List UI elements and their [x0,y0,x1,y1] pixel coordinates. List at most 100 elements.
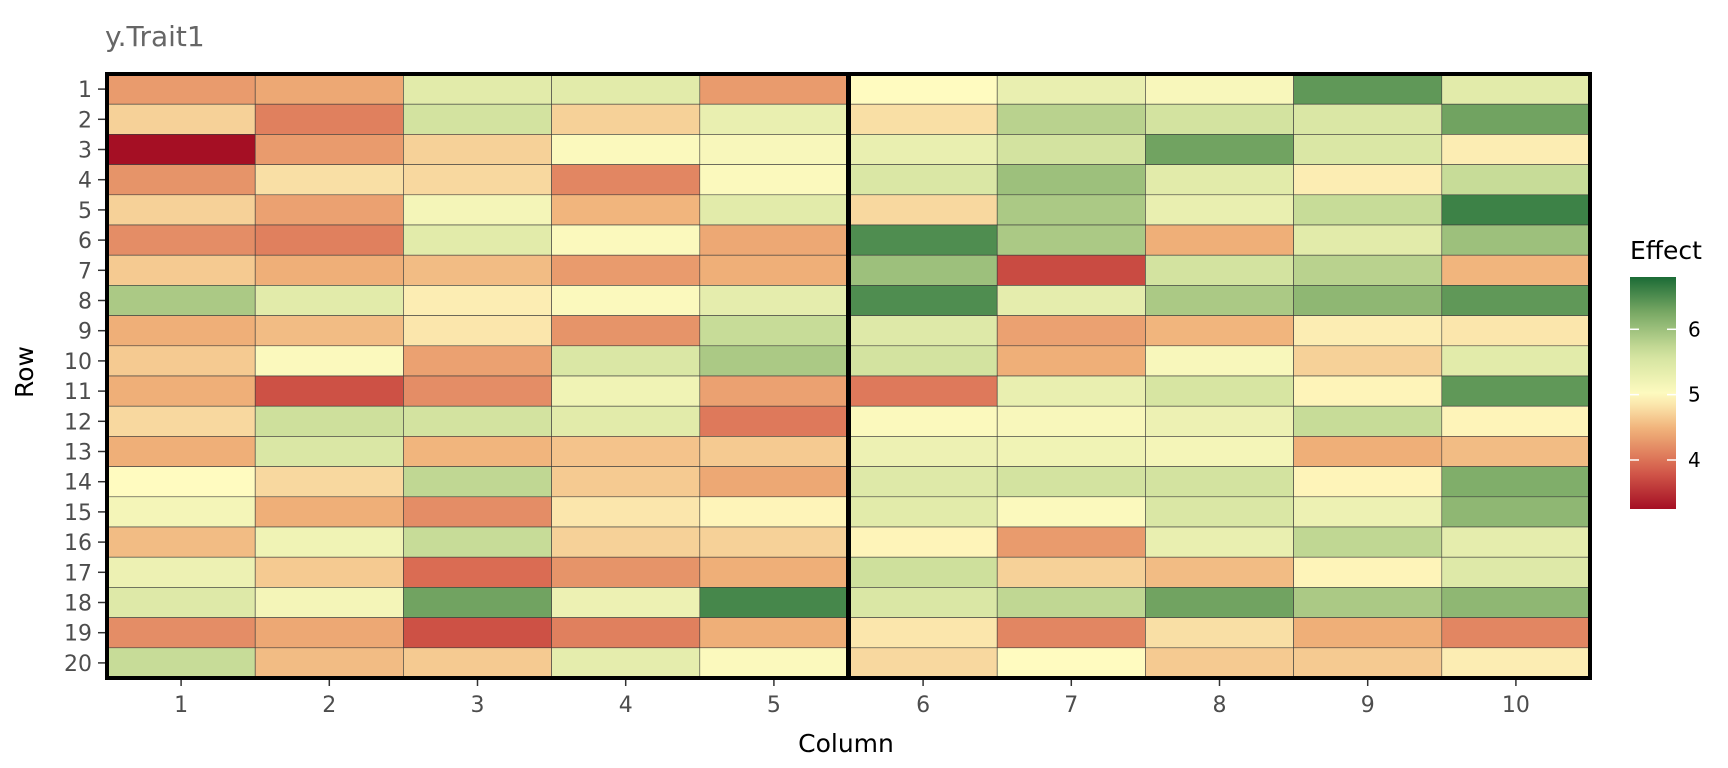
heatmap-cell [551,224,701,256]
heatmap-cell [403,103,552,135]
heatmap-cell [254,375,404,407]
x-tick-label: 1 [174,693,188,718]
heatmap-cell [254,587,404,618]
heatmap-cell [996,556,1146,588]
y-tick-label: 9 [78,320,92,345]
heatmap-cell [403,526,552,558]
heatmap-cell [996,496,1146,528]
heatmap-cell [1293,466,1443,498]
heatmap-cell [254,466,404,498]
heatmap-cell [254,647,404,679]
heatmap-cell [254,103,404,135]
heatmap-cell [1293,224,1443,256]
heatmap-cell [403,164,552,196]
heatmap-cell [254,526,404,558]
y-tick-label: 2 [78,108,92,133]
x-tick-label: 9 [1361,693,1375,718]
heatmap-cell [848,526,998,558]
heatmap-cell [996,526,1146,558]
heatmap-cell [848,164,998,196]
heatmap-cell [996,224,1146,256]
heatmap-cell [699,436,849,467]
heatmap-cell [1441,556,1591,588]
heatmap-cell [996,436,1146,467]
heatmap-cell [1441,285,1591,316]
heatmap-cell [1441,254,1591,286]
heatmap-cell [403,224,552,256]
heatmap-cell [699,285,849,316]
heatmap-cell [106,103,256,135]
heatmap-cell [699,345,849,377]
heatmap-cell [848,73,998,105]
heatmap-cell [106,405,256,437]
y-tick-label: 14 [64,471,92,496]
x-tick-label: 5 [767,693,781,718]
heatmap-cell [1441,315,1591,347]
heatmap-cell [848,134,998,165]
heatmap-cell [551,436,701,467]
x-tick-label: 2 [322,693,336,718]
heatmap-cell [1145,375,1294,407]
heatmap-cell [403,73,552,105]
heatmap-cell [996,103,1146,135]
heatmap-cell [551,587,701,618]
heatmap-cell [254,285,404,316]
heatmap-cell [403,254,552,286]
heatmap-cell [1145,254,1294,286]
heatmap-cell [1145,647,1294,679]
heatmap-cell [106,164,256,196]
legend-ticks: 4 5 6 [1630,317,1701,472]
x-tick-label: 6 [916,693,930,718]
heatmap-cell [699,194,849,226]
y-tick-label: 8 [78,290,92,315]
heatmap-cell [1293,436,1443,467]
heatmap-cell [1293,285,1443,316]
heatmap-cell [551,285,701,316]
heatmap-cell [106,285,256,316]
heatmap-cell [1145,315,1294,347]
y-tick-label: 6 [78,229,92,254]
heatmap-cell [551,647,701,679]
heatmap-cell [848,224,998,256]
heatmap-cell [996,466,1146,498]
y-tick-label: 13 [64,441,92,466]
heatmap-cell [1441,466,1591,498]
heatmap-cell [996,194,1146,226]
heatmap-cell [254,224,404,256]
heatmap-cell [1293,194,1443,226]
heatmap-cell [848,556,998,588]
heatmap-cell [996,73,1146,105]
heatmap-cell [551,194,701,226]
heatmap-cell [996,617,1146,649]
heatmap-cell [1293,254,1443,286]
heatmap-cell [1145,345,1294,377]
heatmap-cell [1441,617,1591,649]
heatmap-cell [254,617,404,649]
heatmap-cell [403,587,552,618]
x-tick-label: 4 [619,693,633,718]
heatmap-cell [848,436,998,467]
heatmap-cell [848,375,998,407]
heatmap-cell [1293,375,1443,407]
heatmap-cell [403,617,552,649]
heatmap-cell [106,315,256,347]
heatmap-cell [1293,587,1443,618]
legend-tick-label: 6 [1688,317,1701,341]
heatmap-cell [1145,164,1294,196]
heatmap-cell [106,194,256,226]
heatmap-cell [1441,194,1591,226]
heatmap-cell [551,254,701,286]
heatmap-cell [699,224,849,256]
heatmap-cell [1293,647,1443,679]
heatmap-cell [996,647,1146,679]
heatmap-cell [403,345,552,377]
y-tick-label: 3 [78,139,92,164]
heatmap-cell [996,254,1146,286]
heatmap-cell [1441,345,1591,377]
heatmap-cell [699,134,849,165]
heatmap-cell [106,647,256,679]
heatmap-cell [1145,103,1294,135]
heatmap-cell [1293,134,1443,165]
heatmap-cell [106,345,256,377]
